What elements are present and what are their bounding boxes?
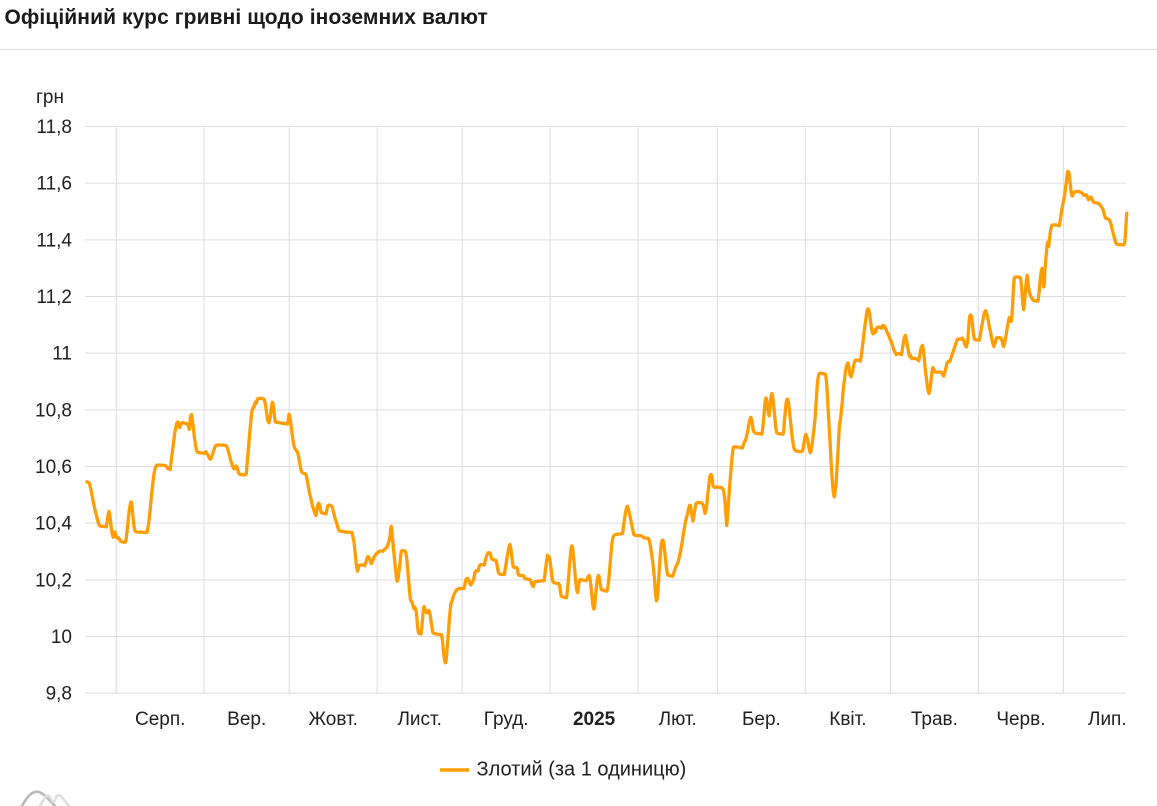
svg-text:11: 11: [52, 344, 72, 365]
svg-text:грн: грн: [36, 87, 64, 108]
svg-text:Трав.: Трав.: [911, 709, 958, 730]
svg-text:10: 10: [51, 627, 72, 648]
svg-text:9,8: 9,8: [46, 684, 72, 705]
svg-text:10,2: 10,2: [35, 570, 72, 591]
svg-text:10,6: 10,6: [35, 457, 72, 478]
svg-text:Квіт.: Квіт.: [829, 709, 866, 730]
svg-text:2025: 2025: [573, 709, 616, 730]
svg-text:11,4: 11,4: [36, 230, 72, 251]
svg-text:Бер.: Бер.: [742, 709, 781, 730]
svg-text:Офіційний курс гривні щодо іно: Офіційний курс гривні щодо іноземних вал…: [5, 6, 488, 29]
svg-text:Лют.: Лют.: [659, 709, 697, 730]
svg-text:11,2: 11,2: [36, 287, 72, 308]
svg-text:11,6: 11,6: [36, 174, 72, 195]
svg-text:11,8: 11,8: [36, 117, 72, 138]
svg-text:Вер.: Вер.: [227, 709, 266, 730]
svg-text:Груд.: Груд.: [484, 709, 529, 730]
svg-text:10,4: 10,4: [35, 514, 72, 535]
svg-text:Лип.: Лип.: [1088, 709, 1127, 730]
svg-text:Черв.: Черв.: [996, 709, 1045, 730]
svg-text:Злотий (за 1 одиницю): Злотий (за 1 одиницю): [477, 759, 687, 781]
svg-text:Жовт.: Жовт.: [308, 709, 357, 730]
svg-text:Лист.: Лист.: [397, 709, 441, 730]
svg-text:Серп.: Серп.: [135, 709, 185, 730]
svg-text:10,8: 10,8: [35, 400, 72, 421]
